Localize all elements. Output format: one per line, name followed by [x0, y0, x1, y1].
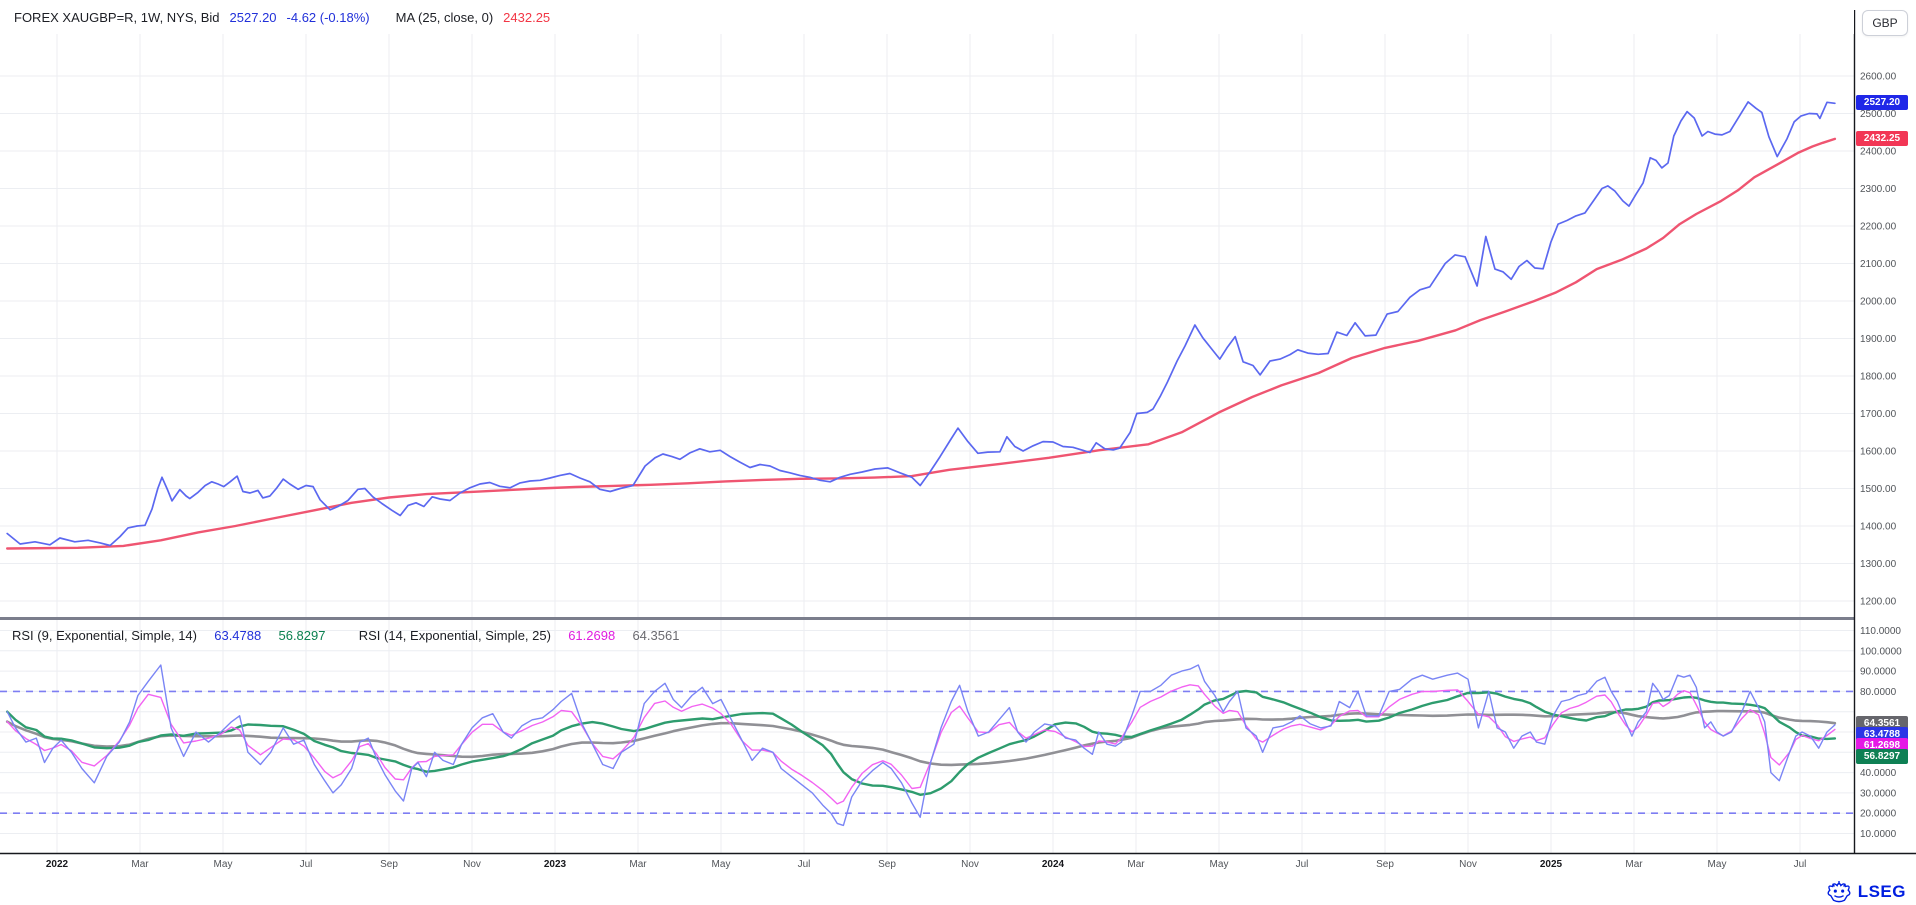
rsi-axis-tick: 10.0000 [1860, 829, 1897, 840]
rsi-value-badge: 56.8297 [1856, 749, 1908, 764]
time-axis-tick: May [712, 859, 731, 870]
rsi9-ma-line-series [5, 689, 1837, 796]
ma-overlay-label: MA (25, close, 0) [395, 9, 494, 25]
lseg-crest-icon [1827, 881, 1851, 903]
time-axis-tick: Jul [1296, 859, 1309, 870]
bid-change-value: -4.62 (-0.18%) [286, 9, 370, 25]
price-line-series [6, 101, 1836, 547]
time-axis-tick: Sep [380, 859, 398, 870]
ma-line-series [5, 137, 1837, 550]
rsi14-label: RSI (14, Exponential, Simple, 25) [358, 628, 551, 643]
price-axis-tick: 1300.00 [1860, 559, 1897, 570]
time-axis-tick: Jul [1794, 859, 1807, 870]
rsi-legend-bar: RSI (9, Exponential, Simple, 14) 63.4788… [12, 628, 679, 643]
time-axis-tick: Nov [463, 859, 481, 870]
time-axis-tick: Nov [961, 859, 979, 870]
rsi-axis-tick: 40.0000 [1860, 768, 1897, 779]
time-axis-tick: 2023 [544, 859, 567, 870]
rsi14-line-series [6, 684, 1836, 805]
lseg-logo-text: LSEG [1857, 882, 1906, 901]
time-axis-tick: Sep [1376, 859, 1394, 870]
rsi-axis-tick: 20.0000 [1860, 809, 1897, 820]
price-axis-tick: 1400.00 [1860, 522, 1897, 533]
price-axis-tick: 1600.00 [1860, 447, 1897, 458]
time-axis-tick: May [214, 859, 233, 870]
price-axis-tick: 2400.00 [1860, 147, 1897, 158]
lseg-logo: LSEG [1825, 881, 1906, 903]
bottom-brand-bar: LSEG [0, 880, 1916, 905]
time-axis-tick: Sep [878, 859, 896, 870]
price-axis-tick: 1900.00 [1860, 334, 1897, 345]
pane-separator[interactable] [0, 617, 1854, 620]
rsi-axis-tick: 90.0000 [1860, 667, 1897, 678]
rsi14-value: 61.2698 [568, 628, 616, 643]
price-axis-tick: 2000.00 [1860, 297, 1897, 308]
time-axis-tick: 2022 [46, 859, 69, 870]
currency-axis-button[interactable]: GBP [1862, 10, 1908, 36]
time-axis-tick: 2024 [1042, 859, 1065, 870]
rsi14-ma-line-series [5, 709, 1837, 767]
time-axis-tick: May [1708, 859, 1727, 870]
time-axis-tick: Jul [798, 859, 811, 870]
time-axis-tick: Mar [1625, 859, 1643, 870]
instrument-title: FOREX XAUGBP=R, 1W, NYS, Bid [14, 9, 220, 25]
bid-price-badge: 2527.20 [1856, 95, 1908, 110]
price-axis-tick: 2300.00 [1860, 184, 1897, 195]
price-axis-tick: 2600.00 [1860, 72, 1897, 83]
price-axis-tick: 1200.00 [1860, 597, 1897, 608]
rsi-axis-tick: 80.0000 [1860, 687, 1897, 698]
ma-last-value: 2432.25 [503, 9, 551, 25]
rsi-axis-tick: 30.0000 [1860, 788, 1897, 799]
time-axis-tick: Mar [131, 859, 149, 870]
rsi9-value: 63.4788 [214, 628, 262, 643]
rsi-axis-tick: 110.0000 [1860, 626, 1901, 637]
ma-price-badge: 2432.25 [1856, 131, 1908, 146]
time-axis-tick: Mar [1127, 859, 1145, 870]
time-axis-tick: Mar [629, 859, 647, 870]
price-axis-tick: 2100.00 [1860, 259, 1897, 270]
price-axis-tick: 1700.00 [1860, 409, 1897, 420]
price-axis-tick: 1800.00 [1860, 372, 1897, 383]
instrument-legend-bar: FOREX XAUGBP=R, 1W, NYS, Bid 2527.20 -4.… [0, 0, 1854, 34]
rsi-axis-tick: 100.0000 [1860, 646, 1902, 657]
price-axis-tick: 1500.00 [1860, 484, 1897, 495]
rsi14-ma-value: 64.3561 [632, 628, 680, 643]
rsi9-line-series [6, 664, 1836, 827]
time-axis-tick: 2025 [1540, 859, 1563, 870]
time-axis-tick: Jul [300, 859, 313, 870]
price-axis-tick: 2500.00 [1860, 109, 1897, 120]
bid-last-value: 2527.20 [229, 9, 277, 25]
time-axis-tick: Nov [1459, 859, 1477, 870]
rsi9-ma-value: 56.8297 [278, 628, 326, 643]
time-axis-tick: May [1210, 859, 1229, 870]
rsi9-label: RSI (9, Exponential, Simple, 14) [12, 628, 197, 643]
price-axis-tick: 2200.00 [1860, 222, 1897, 233]
